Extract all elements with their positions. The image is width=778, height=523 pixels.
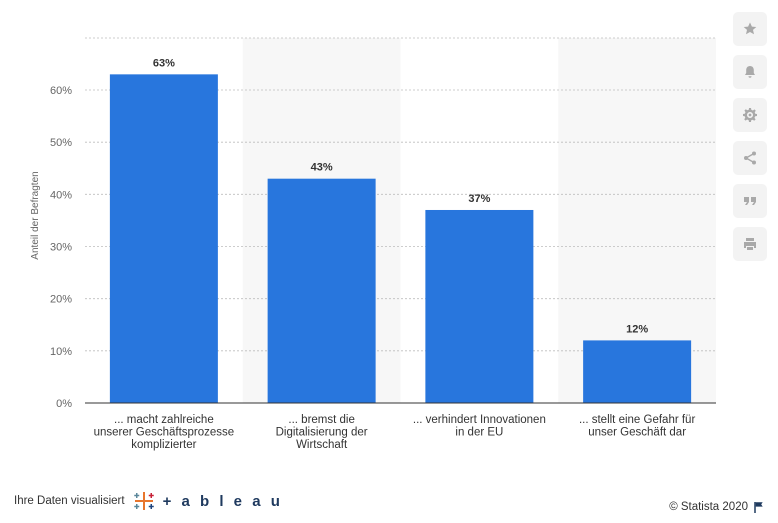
statista-credit[interactable]: © Statista 2020 (669, 501, 764, 513)
bars (109, 74, 692, 403)
value-label: 12% (626, 323, 648, 335)
category-label: ... macht zahlreiche (114, 414, 214, 426)
cite-button[interactable] (733, 184, 767, 218)
star-icon (743, 22, 757, 35)
bar[interactable] (425, 209, 534, 403)
tableau-logo-icon[interactable] (133, 490, 155, 512)
share-icon (744, 151, 756, 165)
bell-icon (745, 66, 755, 78)
y-axis-ticks: 0% 10% 20% 30% 40% 50% 60% (50, 85, 72, 410)
value-label: 63% (153, 57, 175, 69)
category-label: ... bremst die (288, 414, 354, 426)
bookmark-button[interactable] (733, 12, 767, 46)
chart-toolbar (733, 12, 767, 261)
settings-button[interactable] (733, 98, 767, 132)
bar[interactable] (109, 74, 218, 403)
y-tick-label: 0% (56, 398, 72, 410)
value-label: 37% (468, 193, 490, 205)
visualized-label: Ihre Daten visualisiert (14, 495, 125, 507)
quote-icon (744, 197, 756, 205)
category-label: unserer Geschäftsprozesse (94, 427, 235, 439)
bar[interactable] (267, 178, 376, 403)
y-tick-label: 50% (50, 137, 72, 149)
value-labels: 63% 43% 37% 12% (153, 57, 648, 335)
category-label: Digitalisierung der (276, 427, 368, 439)
y-axis-title: Anteil der Befragten (30, 171, 41, 259)
tableau-wordmark: + a b l e a u (162, 492, 283, 510)
notification-button[interactable] (733, 55, 767, 89)
category-label: unser Geschäft dar (588, 427, 686, 439)
value-label: 43% (311, 162, 333, 174)
tableau-credit: Ihre Daten visualisiert + a b l e a u (14, 490, 283, 512)
category-label: ... stellt eine Gefahr für (579, 414, 696, 426)
y-tick-label: 30% (50, 242, 72, 254)
copyright-text: © Statista 2020 (669, 501, 748, 513)
y-tick-label: 10% (50, 346, 72, 358)
y-tick-label: 40% (50, 189, 72, 201)
y-tick-label: 60% (50, 85, 72, 97)
gear-icon (743, 108, 757, 122)
category-label: komplizierter (131, 439, 196, 451)
share-button[interactable] (733, 141, 767, 175)
print-icon (744, 238, 756, 250)
category-label: Wirtschaft (296, 439, 348, 451)
flag-icon (754, 502, 763, 513)
y-tick-label: 20% (50, 294, 72, 306)
category-label: ... verhindert Innovationen (413, 414, 546, 426)
category-label: in der EU (455, 427, 503, 439)
print-button[interactable] (733, 227, 767, 261)
bar[interactable] (583, 340, 692, 403)
